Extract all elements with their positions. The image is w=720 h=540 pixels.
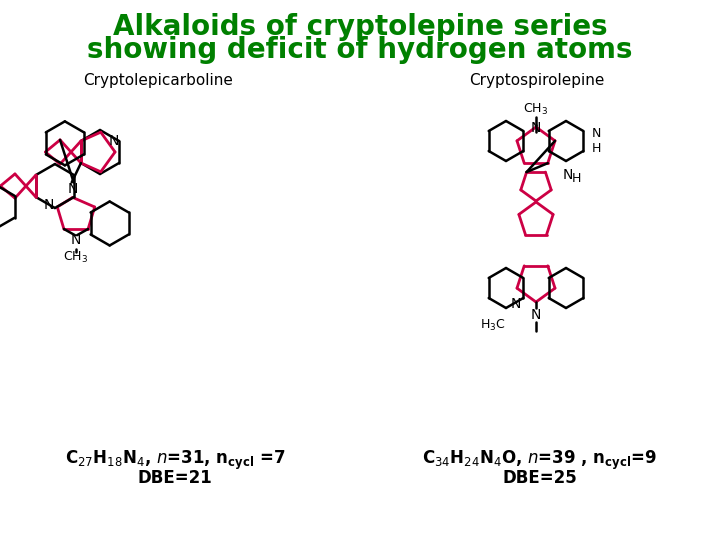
Text: Cryptospirolepine: Cryptospirolepine — [469, 72, 605, 87]
Text: N: N — [563, 168, 573, 182]
Text: N: N — [109, 134, 120, 148]
Text: H: H — [571, 172, 581, 186]
Text: DBE=21: DBE=21 — [138, 469, 212, 487]
Text: C$_{34}$H$_{24}$N$_4$O, $\it{n}$=39 , n$_\mathregular{cycl}$=9: C$_{34}$H$_{24}$N$_4$O, $\it{n}$=39 , n$… — [423, 448, 657, 471]
Text: Alkaloids of cryptolepine series: Alkaloids of cryptolepine series — [113, 13, 607, 41]
Text: N: N — [71, 233, 81, 247]
Text: Cryptolepicarboline: Cryptolepicarboline — [83, 72, 233, 87]
Text: N: N — [531, 121, 541, 135]
Text: N: N — [531, 308, 541, 322]
Text: CH$_3$: CH$_3$ — [63, 250, 89, 265]
Text: N
H: N H — [592, 127, 601, 155]
Text: showing deficit of hydrogen atoms: showing deficit of hydrogen atoms — [87, 36, 633, 64]
Text: N: N — [68, 183, 78, 197]
Text: N: N — [510, 297, 521, 311]
Text: CH$_3$: CH$_3$ — [523, 102, 549, 117]
Text: N: N — [44, 198, 55, 212]
Text: C$_{27}$H$_{18}$N$_4$, $\it{n}$=31, n$_\mathregular{cycl}$ =7: C$_{27}$H$_{18}$N$_4$, $\it{n}$=31, n$_\… — [65, 448, 285, 471]
Text: H$_3$C: H$_3$C — [480, 318, 506, 333]
Text: DBE=25: DBE=25 — [503, 469, 577, 487]
